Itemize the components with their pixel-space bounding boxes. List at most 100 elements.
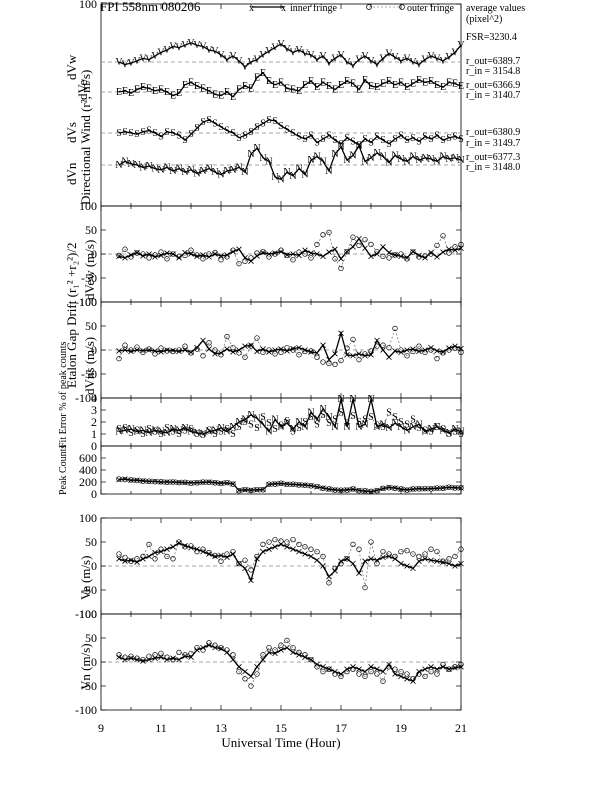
inner-point	[374, 666, 380, 672]
outer-point	[326, 666, 332, 672]
inner-point	[266, 251, 272, 257]
ylabel-drift: Etalon Gap Drift (r₁² +r₂²)/2	[64, 243, 79, 388]
letter-point: N	[289, 424, 296, 435]
dvns-inner-series-line	[118, 330, 462, 361]
outer-point	[146, 255, 152, 261]
inner-point	[170, 251, 176, 257]
letter-point: V	[133, 56, 141, 67]
inner-point	[158, 252, 164, 259]
outer-point	[362, 673, 368, 680]
letter-point: E	[200, 83, 206, 94]
outer-point	[368, 241, 374, 248]
inner-point	[338, 558, 344, 564]
letter-point: N	[229, 422, 236, 433]
inner-point	[206, 642, 212, 648]
peak-y-tick-label: 600	[79, 451, 97, 465]
letter-point: N	[175, 164, 182, 175]
letter-point: S	[362, 134, 368, 145]
outer-point	[416, 553, 422, 560]
inner-point	[422, 347, 428, 353]
letter-point: V	[241, 62, 249, 73]
inner-point	[392, 348, 398, 354]
inner-point	[326, 666, 332, 672]
letter-point: V	[301, 49, 309, 60]
letter-point: E	[302, 80, 308, 91]
letter-point: N	[127, 424, 134, 435]
letter-point: N	[397, 154, 404, 165]
letter-point: S	[122, 423, 128, 434]
letter-point: V	[445, 52, 453, 63]
letter-point: N	[421, 427, 428, 438]
outer-point	[440, 233, 446, 239]
inner-point	[362, 245, 368, 252]
inner-point	[128, 557, 134, 564]
inner-point	[284, 544, 290, 550]
letter-point: N	[439, 425, 446, 436]
letter-point: S	[302, 134, 308, 145]
letter-point: V	[205, 45, 213, 56]
inner-point	[266, 546, 272, 552]
outer-point	[350, 234, 356, 240]
fit-y-tick-label: 1	[91, 427, 97, 441]
letter-point: N	[133, 427, 140, 438]
inner-point	[116, 348, 122, 354]
inner-point	[272, 481, 278, 487]
peak-inner-series-line	[118, 478, 462, 493]
letter-point: V	[259, 50, 267, 61]
letter-point: E	[434, 80, 440, 91]
letter-point: S	[374, 132, 380, 143]
letter-point: E	[374, 82, 380, 93]
letter-point: S	[338, 407, 344, 418]
letter-point: N	[385, 423, 392, 434]
inner-point	[362, 558, 368, 564]
inner-point	[344, 666, 350, 672]
letter-point: E	[248, 83, 254, 94]
letter-point: E	[284, 83, 290, 94]
vn-inner-series-line	[118, 644, 462, 683]
inner-point	[272, 250, 278, 256]
letter-point: V	[361, 51, 369, 62]
dvns-y-tick-label: -50	[81, 367, 97, 381]
inner-point	[242, 565, 248, 572]
inner-point	[290, 546, 296, 552]
letter-point: E	[440, 82, 446, 93]
letter-point: N	[133, 160, 140, 171]
outer-point	[218, 257, 224, 263]
inner-point	[218, 645, 224, 652]
dvew-inner-series	[116, 235, 464, 264]
inner-point	[248, 487, 254, 493]
inner-point	[212, 479, 218, 486]
inner-point	[260, 548, 266, 555]
inner-point	[296, 252, 302, 259]
legend-outer: outer fringe	[366, 3, 454, 14]
inner-point	[266, 649, 272, 656]
inner-point	[278, 541, 284, 548]
letter-point: E	[266, 76, 272, 87]
letter-point: N	[373, 422, 380, 433]
dvns-y-tick-label: -100	[75, 391, 97, 405]
inner-point	[398, 349, 404, 356]
dvw-rout: r_out=6389.7	[466, 56, 520, 67]
inner-point	[410, 248, 416, 255]
letter-point: S	[236, 133, 242, 144]
inner-point	[314, 484, 320, 490]
letter-point: V	[379, 53, 387, 64]
inner-point	[290, 649, 296, 656]
outer-point	[314, 241, 320, 248]
letter-point: N	[409, 152, 416, 163]
inner-point	[446, 560, 452, 567]
letter-point: S	[164, 127, 170, 138]
letter-point: S	[242, 130, 248, 141]
letter-point: E	[332, 85, 338, 96]
letter-point: E	[242, 81, 248, 92]
letter-point: E	[170, 91, 176, 102]
inner-point	[326, 356, 332, 363]
dvs-rout: r_out=6380.9	[466, 127, 520, 138]
letter-point: S	[116, 424, 122, 435]
inner-point	[278, 248, 284, 255]
letter-point: V	[211, 46, 219, 57]
letter-point: V	[295, 45, 303, 56]
inner-point	[206, 551, 212, 557]
inner-point	[212, 553, 218, 560]
letter-point: E	[134, 85, 140, 96]
